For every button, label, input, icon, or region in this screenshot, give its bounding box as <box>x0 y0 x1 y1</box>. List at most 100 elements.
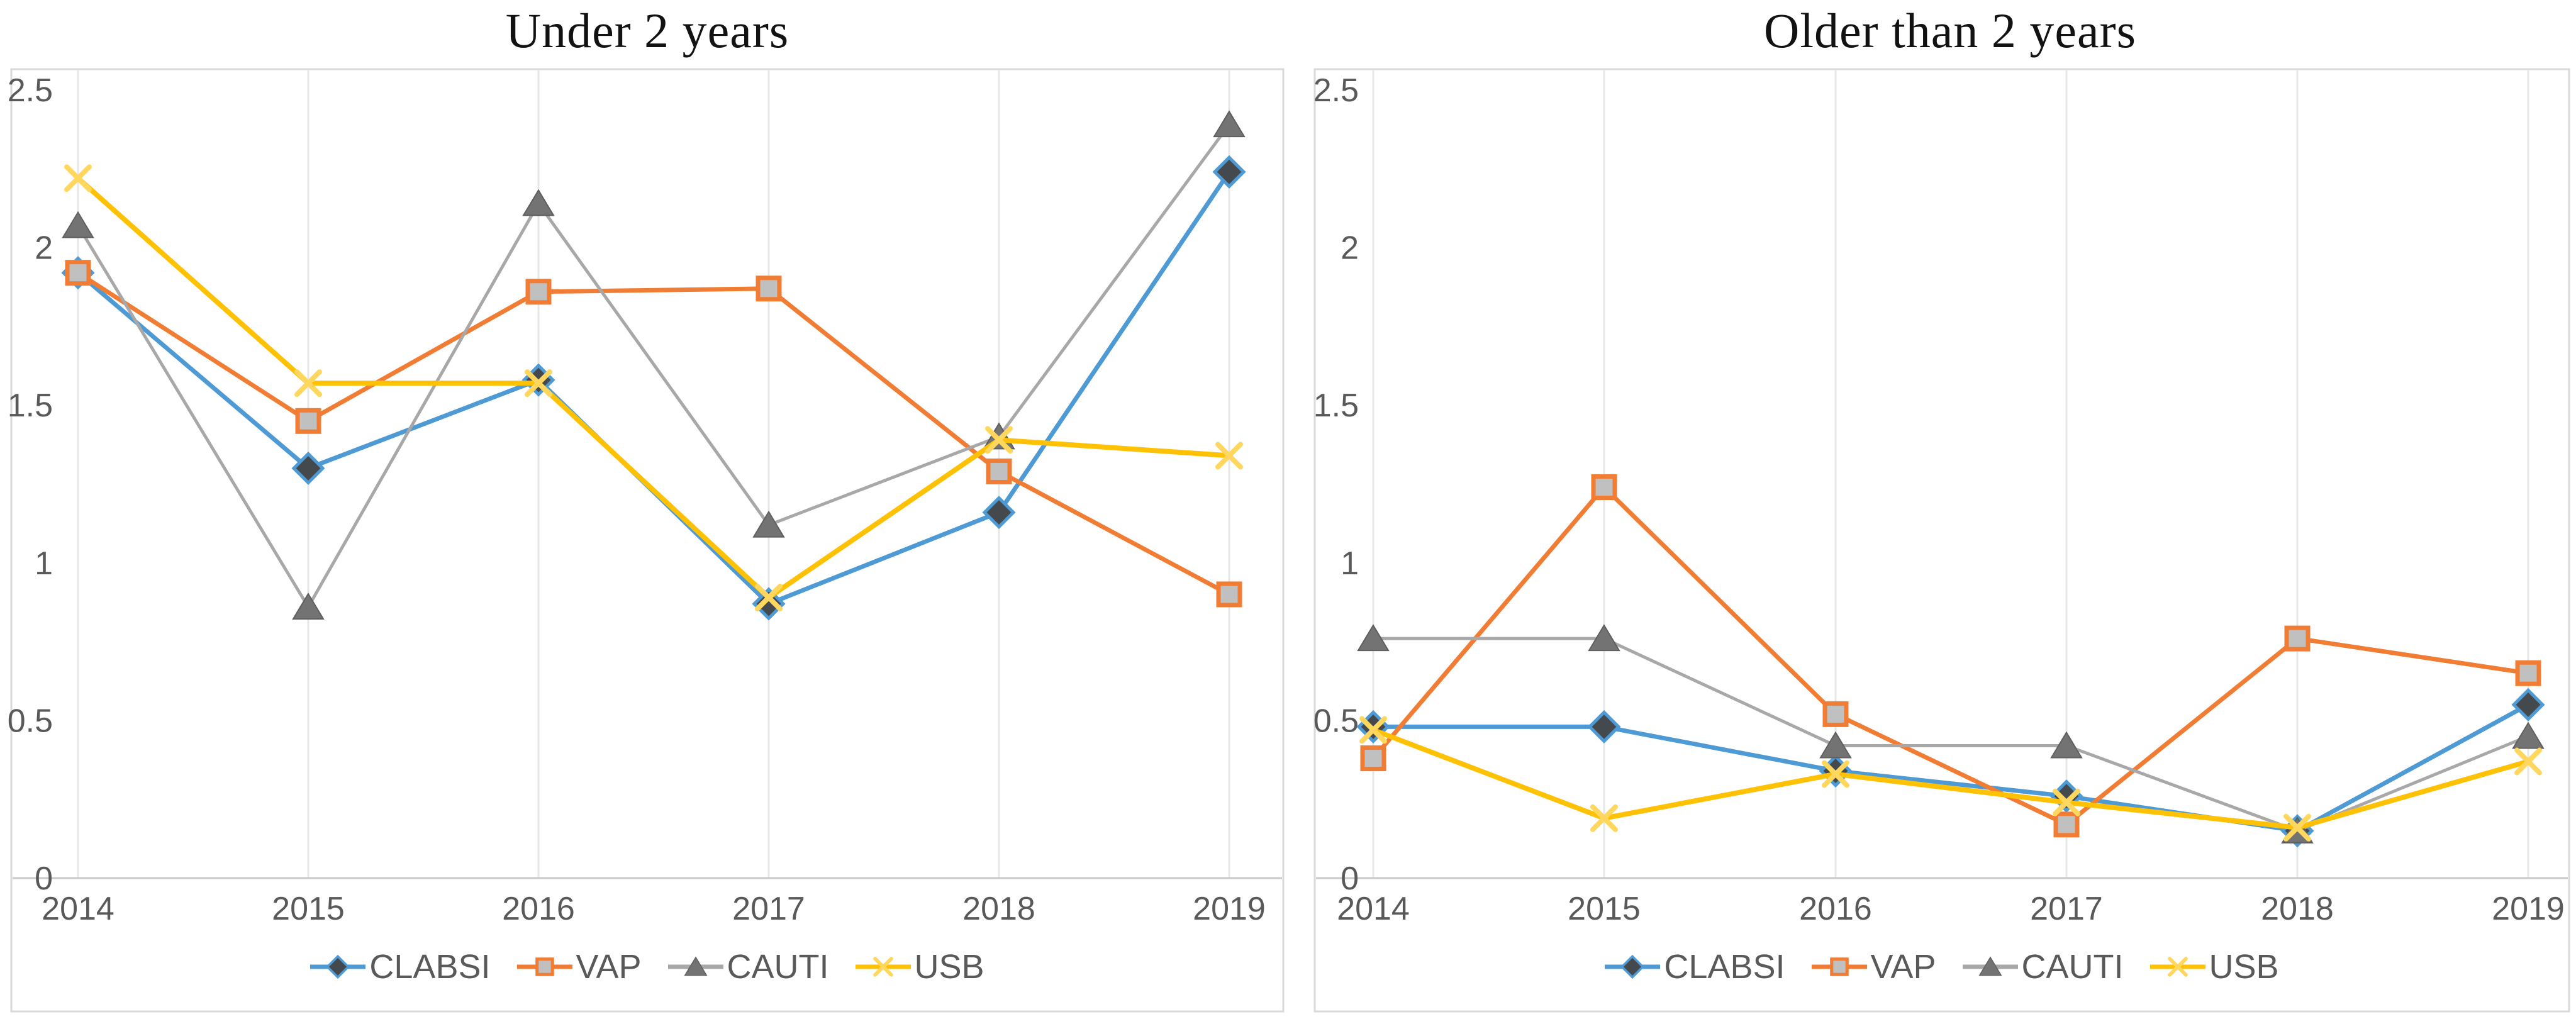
y-tick-label: 0 <box>1341 860 1359 897</box>
y-tick-label: 0.5 <box>1313 703 1359 739</box>
chart-title-older-than-2-years: Older than 2 years <box>1764 3 2136 58</box>
series-line-cauti <box>76 123 1231 609</box>
x-tick-label: 2018 <box>2261 891 2334 927</box>
x-tick-label: 2019 <box>2492 891 2565 927</box>
y-tick-label: 1.5 <box>8 387 53 424</box>
legend-label-cauti: CAUTI <box>727 948 829 986</box>
x-tick-label: 2014 <box>42 891 114 927</box>
x-tick-label: 2015 <box>1568 891 1641 927</box>
data-point-usb-2014 <box>64 164 92 192</box>
data-point-clabsi-2019 <box>2511 688 2545 721</box>
y-tick-label: 1 <box>1341 545 1359 582</box>
data-point-usb-2018 <box>985 426 1013 454</box>
y-tick-label: 2 <box>1341 230 1359 267</box>
data-point-vap-2016 <box>525 279 552 305</box>
x-tick-label: 2016 <box>502 891 575 927</box>
clabsi-diamond-marker-icon <box>1605 949 1661 984</box>
clabsi-legend-line-icon <box>310 954 366 979</box>
series-line-clabsi <box>75 169 1232 606</box>
y-tick-label: 1.5 <box>1313 387 1359 424</box>
vap-legend-line-icon <box>1811 957 1867 976</box>
x-tick-label: 2017 <box>732 891 805 927</box>
data-point-cauti-2016 <box>1819 731 1852 759</box>
data-point-usb-2016 <box>1822 760 1849 788</box>
panel-border <box>1313 68 2570 1013</box>
legend-item-clabsi: CLABSI <box>1605 947 1785 986</box>
vap-legend-line-icon <box>516 957 572 976</box>
x-tick-label: 2016 <box>1799 891 1872 927</box>
legend-label-clabsi: CLABSI <box>1664 948 1785 986</box>
data-point-vap-2018 <box>2284 625 2311 652</box>
usb-legend-marker <box>2167 957 2188 977</box>
legend-item-usb: USB <box>855 947 984 986</box>
y-tick-label: 0.5 <box>8 703 53 739</box>
usb-x-marker-icon <box>2149 949 2205 984</box>
data-point-vap-2019 <box>2515 660 2541 686</box>
legend-label-cauti: CAUTI <box>2021 948 2124 986</box>
data-point-usb-2015 <box>294 369 322 398</box>
legend-item-vap: VAP <box>1811 947 1936 986</box>
chart-title-under-2-years: Under 2 years <box>505 3 789 58</box>
data-point-usb-2015 <box>1590 804 1618 832</box>
data-point-clabsi-2017 <box>752 587 786 621</box>
series-line-clabsi <box>1371 702 2531 833</box>
data-point-usb-2017 <box>2053 788 2080 816</box>
data-point-cauti-2017 <box>752 510 785 538</box>
clabsi-legend-line-icon <box>1605 954 1661 979</box>
usb-legend-line-icon <box>855 957 911 977</box>
data-point-vap-2019 <box>1216 581 1242 608</box>
data-point-usb-2017 <box>755 583 783 611</box>
legend-label-vap: VAP <box>576 948 642 986</box>
series-line-usb <box>75 175 1232 600</box>
cauti-legend-marker <box>683 956 708 976</box>
data-point-vap-2014 <box>1360 745 1386 772</box>
data-point-usb-2019 <box>2514 747 2542 776</box>
data-point-clabsi-2017 <box>2049 779 2083 813</box>
legend-label-usb: USB <box>914 948 984 986</box>
legend-item-vap: VAP <box>516 947 642 986</box>
vap-legend-marker <box>1829 957 1849 976</box>
data-point-usb-2018 <box>2283 813 2311 842</box>
usb-legend-marker <box>873 957 893 977</box>
data-point-cauti-2015 <box>292 593 325 620</box>
vap-square-marker-icon <box>516 949 572 984</box>
vap-legend-marker <box>535 957 554 976</box>
cauti-triangle-marker-icon <box>1962 949 2018 984</box>
legend-item-cauti: CAUTI <box>667 947 829 986</box>
cauti-legend-marker <box>1978 956 2002 976</box>
y-tick-label: 2 <box>35 230 53 267</box>
clabsi-legend-marker <box>326 954 350 979</box>
y-tick-label: 1 <box>35 545 53 582</box>
legend-label-usb: USB <box>2209 948 2279 986</box>
series-line-vap <box>1371 485 2531 827</box>
data-point-clabsi-2018 <box>982 496 1016 530</box>
y-tick-label: 0 <box>35 860 53 897</box>
x-tick-label: 2015 <box>272 891 345 927</box>
legend-older-than-2-years: CLABSI VAP CAUTI USB <box>1315 947 2569 986</box>
y-tick-label: 2.5 <box>8 72 53 109</box>
x-tick-label: 2014 <box>1337 891 1410 927</box>
data-point-cauti-2017 <box>2050 731 2083 759</box>
clabsi-legend-marker <box>1620 954 1645 979</box>
data-point-cauti-2014 <box>1357 624 1390 652</box>
data-point-clabsi-2015 <box>1587 710 1621 743</box>
legend-label-clabsi: CLABSI <box>369 948 491 986</box>
data-point-usb-2016 <box>525 369 552 398</box>
data-point-vap-2014 <box>65 260 91 286</box>
data-point-cauti-2014 <box>62 211 94 238</box>
data-point-vap-2017 <box>756 276 782 302</box>
data-point-cauti-2016 <box>522 189 555 216</box>
vap-square-marker-icon <box>1811 949 1867 984</box>
data-point-clabsi-2015 <box>291 451 325 485</box>
legend-item-usb: USB <box>2149 947 2279 986</box>
data-point-cauti-2019 <box>2512 721 2545 749</box>
data-point-vap-2017 <box>2053 811 2080 838</box>
legend-item-cauti: CAUTI <box>1962 947 2124 986</box>
data-point-vap-2015 <box>1591 474 1617 501</box>
data-point-usb-2014 <box>1359 716 1387 744</box>
data-point-vap-2016 <box>1822 701 1849 727</box>
data-point-clabsi-2019 <box>1212 155 1246 189</box>
cauti-legend-line-icon <box>1962 956 2018 976</box>
